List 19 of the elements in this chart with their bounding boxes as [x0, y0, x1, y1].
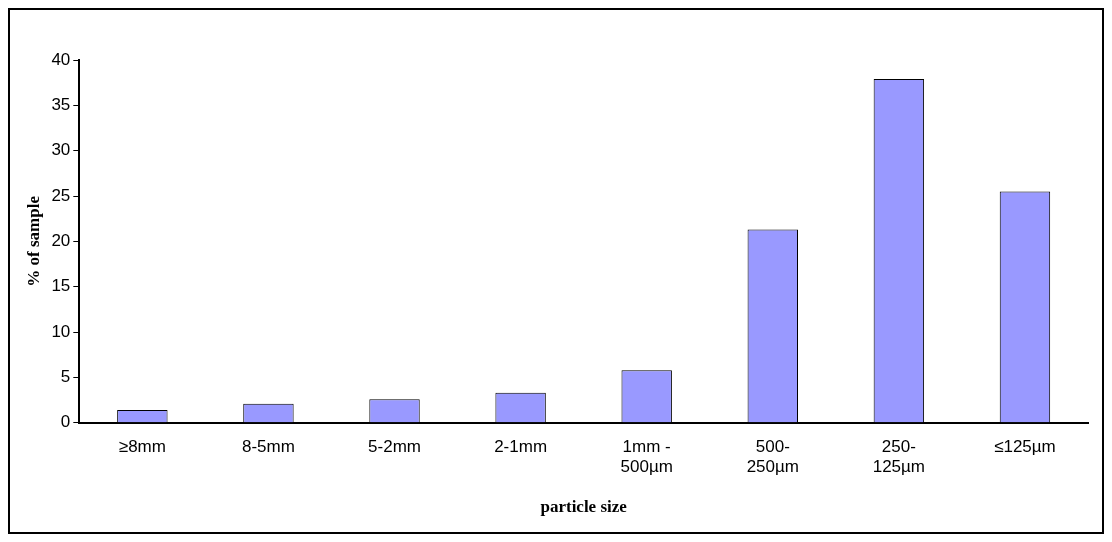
x-axis-title: particle size	[540, 497, 628, 517]
x-tick-label: 250-125µm	[872, 436, 926, 477]
y-tick-label: 10	[51, 321, 71, 341]
x-tick-label: 500-250µm	[746, 436, 799, 477]
y-tick-label: 25	[51, 185, 71, 205]
x-tick-label: 8-5mm	[241, 436, 295, 456]
y-tick-label: 15	[51, 276, 71, 296]
y-tick-label: 35	[51, 95, 71, 115]
y-tick-label: 20	[51, 231, 71, 251]
y-tick-label: 5	[60, 367, 71, 387]
x-tick-label: 2-1mm	[494, 436, 548, 456]
y-tick-label: 0	[60, 412, 71, 432]
y-axis-title: % of sample	[23, 195, 43, 287]
x-tick-label: ≥8mm	[118, 436, 166, 456]
y-tick-label: 30	[51, 140, 71, 160]
x-tick-label: 5-2mm	[368, 436, 421, 456]
x-tick-label: ≤125µm	[994, 436, 1056, 456]
x-tick-label: 1mm - 500µm	[620, 436, 673, 477]
y-tick-label: 40	[51, 49, 71, 69]
